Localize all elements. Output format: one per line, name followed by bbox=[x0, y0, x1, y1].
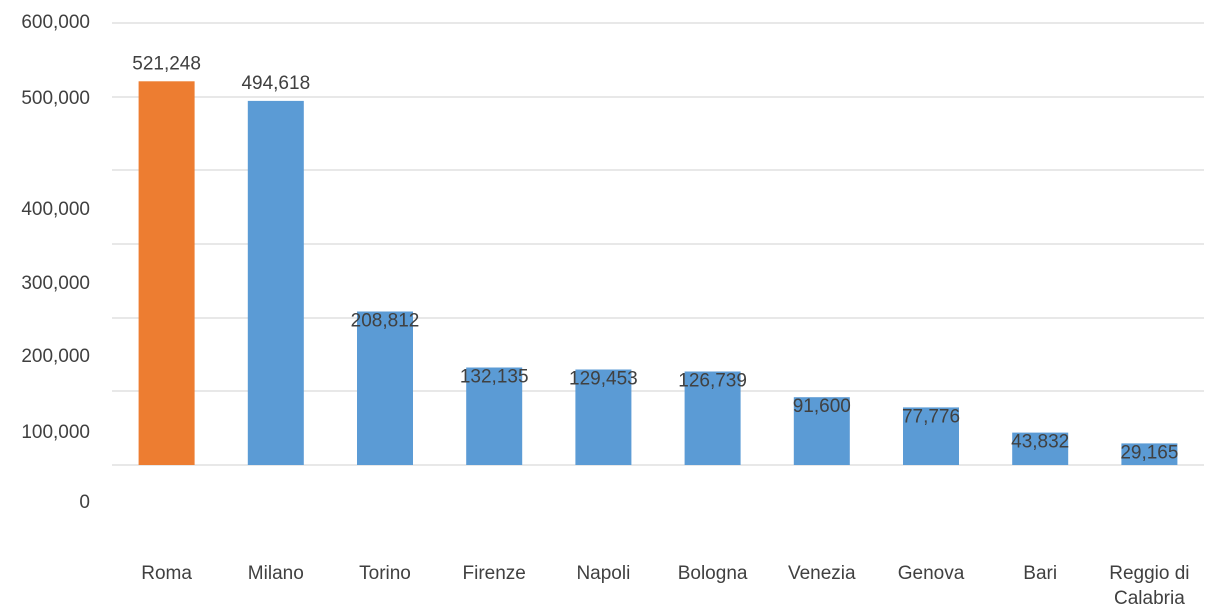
data-label: 521,248 bbox=[132, 53, 201, 74]
data-label: 129,453 bbox=[569, 369, 638, 390]
data-label: 132,135 bbox=[460, 367, 529, 388]
bar bbox=[903, 407, 959, 465]
bars bbox=[138, 81, 1178, 466]
y-tick-label: 400,000 bbox=[21, 199, 90, 220]
data-label: 91,600 bbox=[793, 396, 851, 417]
bar bbox=[247, 100, 304, 466]
bar bbox=[575, 369, 632, 465]
bar bbox=[1121, 443, 1178, 465]
bar bbox=[793, 397, 850, 465]
bar bbox=[138, 81, 195, 466]
y-tick-label: 600,000 bbox=[21, 12, 90, 33]
x-tick-label: Genova bbox=[898, 563, 965, 584]
bar bbox=[357, 311, 413, 465]
x-tick-label: Venezia bbox=[788, 563, 856, 584]
y-axis-tick-labels: 0 100,000 200,000 300,000 400,000 500,000 600,… bbox=[21, 12, 90, 513]
y-tick-label: 100,000 bbox=[21, 422, 90, 443]
x-tick-label: Roma bbox=[141, 563, 192, 584]
data-labels: 521,248 494,618 208,812 132,135 129,453 126,7… bbox=[132, 53, 1178, 463]
data-label: 208,812 bbox=[351, 311, 420, 332]
x-tick-label: Napoli bbox=[576, 563, 630, 584]
bar bbox=[1012, 432, 1069, 465]
data-label: 29,165 bbox=[1120, 442, 1178, 463]
y-tick-label: 0 bbox=[79, 492, 90, 513]
bar bbox=[466, 367, 523, 465]
x-tick-label: Milano bbox=[248, 563, 304, 584]
data-label: 126,739 bbox=[678, 371, 747, 392]
x-tick-label: Torino bbox=[359, 563, 411, 584]
x-axis-tick-labels: Roma Milano Torino Firenze Napoli Bologna Vene… bbox=[141, 563, 1189, 608]
x-tick-label: Reggio di Calabria bbox=[1109, 563, 1189, 608]
x-tick-label: Bari bbox=[1023, 563, 1057, 584]
x-tick-label: Bologna bbox=[678, 563, 748, 584]
data-label: 77,776 bbox=[902, 406, 960, 427]
bar bbox=[684, 371, 741, 465]
y-tick-label: 500,000 bbox=[21, 88, 90, 109]
data-label: 494,618 bbox=[241, 73, 310, 94]
y-tick-label: 200,000 bbox=[21, 346, 90, 367]
data-label: 43,832 bbox=[1011, 432, 1069, 453]
y-tick-label: 300,000 bbox=[21, 273, 90, 294]
x-tick-label: Firenze bbox=[463, 563, 526, 584]
